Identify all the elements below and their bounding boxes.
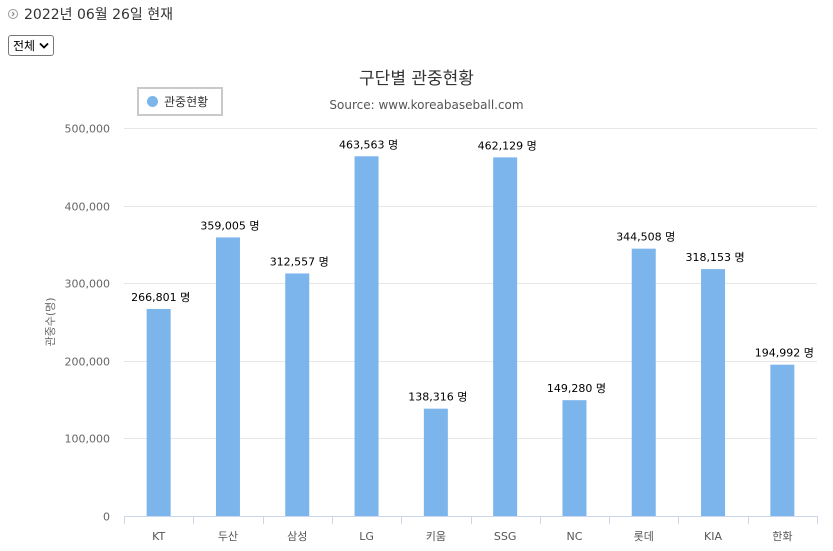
data-label: 344,508 명 — [616, 231, 675, 244]
chart-subtitle: Source: www.koreabaseball.com — [329, 98, 524, 112]
bar — [493, 157, 518, 517]
y-tick-label: 300,000 — [65, 278, 111, 291]
data-label: 312,557 명 — [270, 255, 329, 268]
x-tick-label: 롯데 — [634, 530, 654, 543]
y-tick-label: 400,000 — [65, 201, 111, 214]
x-tick-label: KT — [152, 530, 165, 543]
bar — [423, 408, 448, 516]
data-labels: 266,801 명 359,005 명 312,557 명 463,563 명 138,… — [131, 138, 814, 403]
legend-swatch — [147, 96, 158, 107]
bar — [701, 269, 726, 516]
x-tick-label: 한화 — [772, 530, 792, 543]
y-axis-ticks: 0 100,000 200,000 300,000 400,000 500,000 — [65, 123, 111, 524]
data-label: 462,129 명 — [478, 139, 537, 152]
y-tick-label: 0 — [103, 511, 110, 524]
x-tick-label: SSG — [494, 530, 517, 543]
y-axis-label: 관중수(명) — [44, 297, 57, 346]
date-text: 2022년 06월 26일 현재 — [24, 7, 174, 23]
y-tick-label: 200,000 — [65, 356, 111, 369]
data-label: 359,005 명 — [200, 219, 259, 232]
chevron-down-icon — [39, 42, 49, 49]
x-tick-label: 키움 — [426, 530, 446, 543]
x-axis: KT 두산 삼성 LG 키움 SSG NC 롯데 KIA 한화 — [124, 516, 818, 543]
team-filter-select[interactable]: 전체 — [8, 35, 55, 56]
bar — [562, 400, 587, 516]
x-tick-label: 삼성 — [287, 530, 307, 543]
chart-legend[interactable]: 관중현황 — [137, 87, 223, 116]
y-tick-label: 100,000 — [65, 433, 111, 446]
y-tick-label: 500,000 — [65, 123, 111, 136]
legend-label: 관중현황 — [164, 95, 209, 109]
bar — [146, 308, 171, 516]
x-tick-label: NC — [566, 530, 582, 543]
bar — [354, 156, 379, 516]
bar — [631, 248, 656, 516]
x-tick-label: 두산 — [218, 530, 238, 543]
bar — [770, 364, 795, 516]
filter-selected-value: 전체 — [13, 39, 36, 53]
data-label: 318,153 명 — [685, 251, 744, 264]
date-header: 2022년 06월 26일 현재 — [8, 4, 173, 24]
data-label: 463,563 명 — [339, 138, 398, 151]
x-tick-label: LG — [359, 530, 374, 543]
data-label: 138,316 명 — [408, 391, 467, 404]
bar — [215, 237, 240, 517]
data-label: 149,280 명 — [547, 382, 606, 395]
data-label: 266,801 명 — [131, 291, 190, 304]
data-label: 194,992 명 — [755, 347, 814, 360]
chart-title: 구단별 관중현황 — [359, 69, 474, 89]
x-tick-label: KIA — [704, 530, 722, 543]
bar-series — [146, 156, 795, 517]
bar — [285, 273, 310, 516]
chevron-right-circle-icon — [8, 9, 18, 19]
